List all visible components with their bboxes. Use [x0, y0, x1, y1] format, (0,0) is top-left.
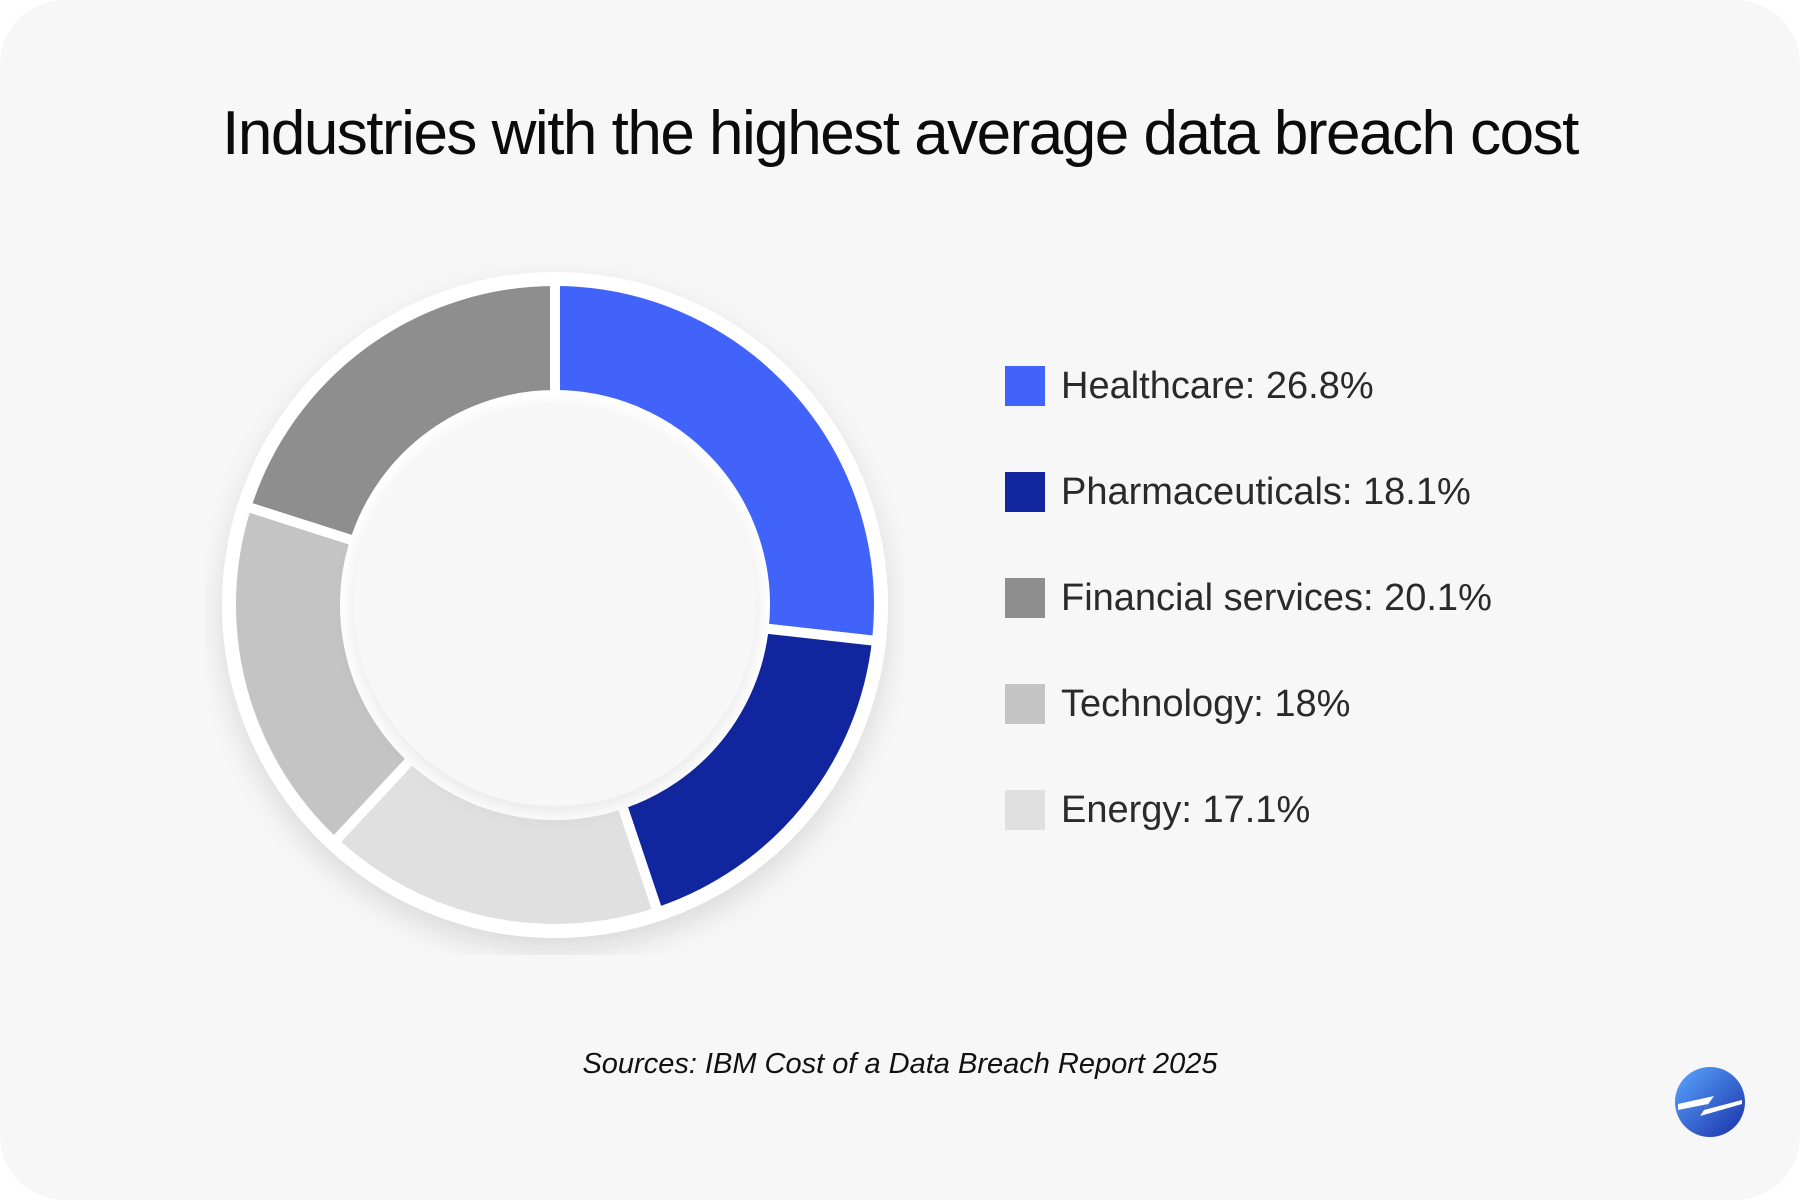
- legend-label: Financial services: 20.1%: [1061, 577, 1492, 619]
- legend-item: Pharmaceuticals: 18.1%: [1005, 466, 1705, 516]
- legend-label: Technology: 18%: [1061, 683, 1351, 725]
- donut-hole: [354, 404, 756, 806]
- source-note: Sources: IBM Cost of a Data Breach Repor…: [582, 1048, 1218, 1080]
- donut-chart: [222, 272, 888, 938]
- legend-swatch: [1005, 472, 1045, 512]
- chart-title: Industries with the highest average data…: [222, 99, 1579, 168]
- legend-item: Healthcare: 26.8%: [1005, 360, 1705, 410]
- legend-label: Energy: 17.1%: [1061, 789, 1311, 831]
- legend-swatch: [1005, 366, 1045, 406]
- legend-item: Technology: 18%: [1005, 678, 1705, 728]
- legend-label: Healthcare: 26.8%: [1061, 365, 1374, 407]
- legend-item: Energy: 17.1%: [1005, 784, 1705, 834]
- brand-logo-icon: [1675, 1067, 1745, 1137]
- legend-swatch: [1005, 684, 1045, 724]
- legend-swatch: [1005, 578, 1045, 618]
- legend-label: Pharmaceuticals: 18.1%: [1061, 471, 1471, 513]
- legend-item: Financial services: 20.1%: [1005, 572, 1705, 622]
- legend-swatch: [1005, 790, 1045, 830]
